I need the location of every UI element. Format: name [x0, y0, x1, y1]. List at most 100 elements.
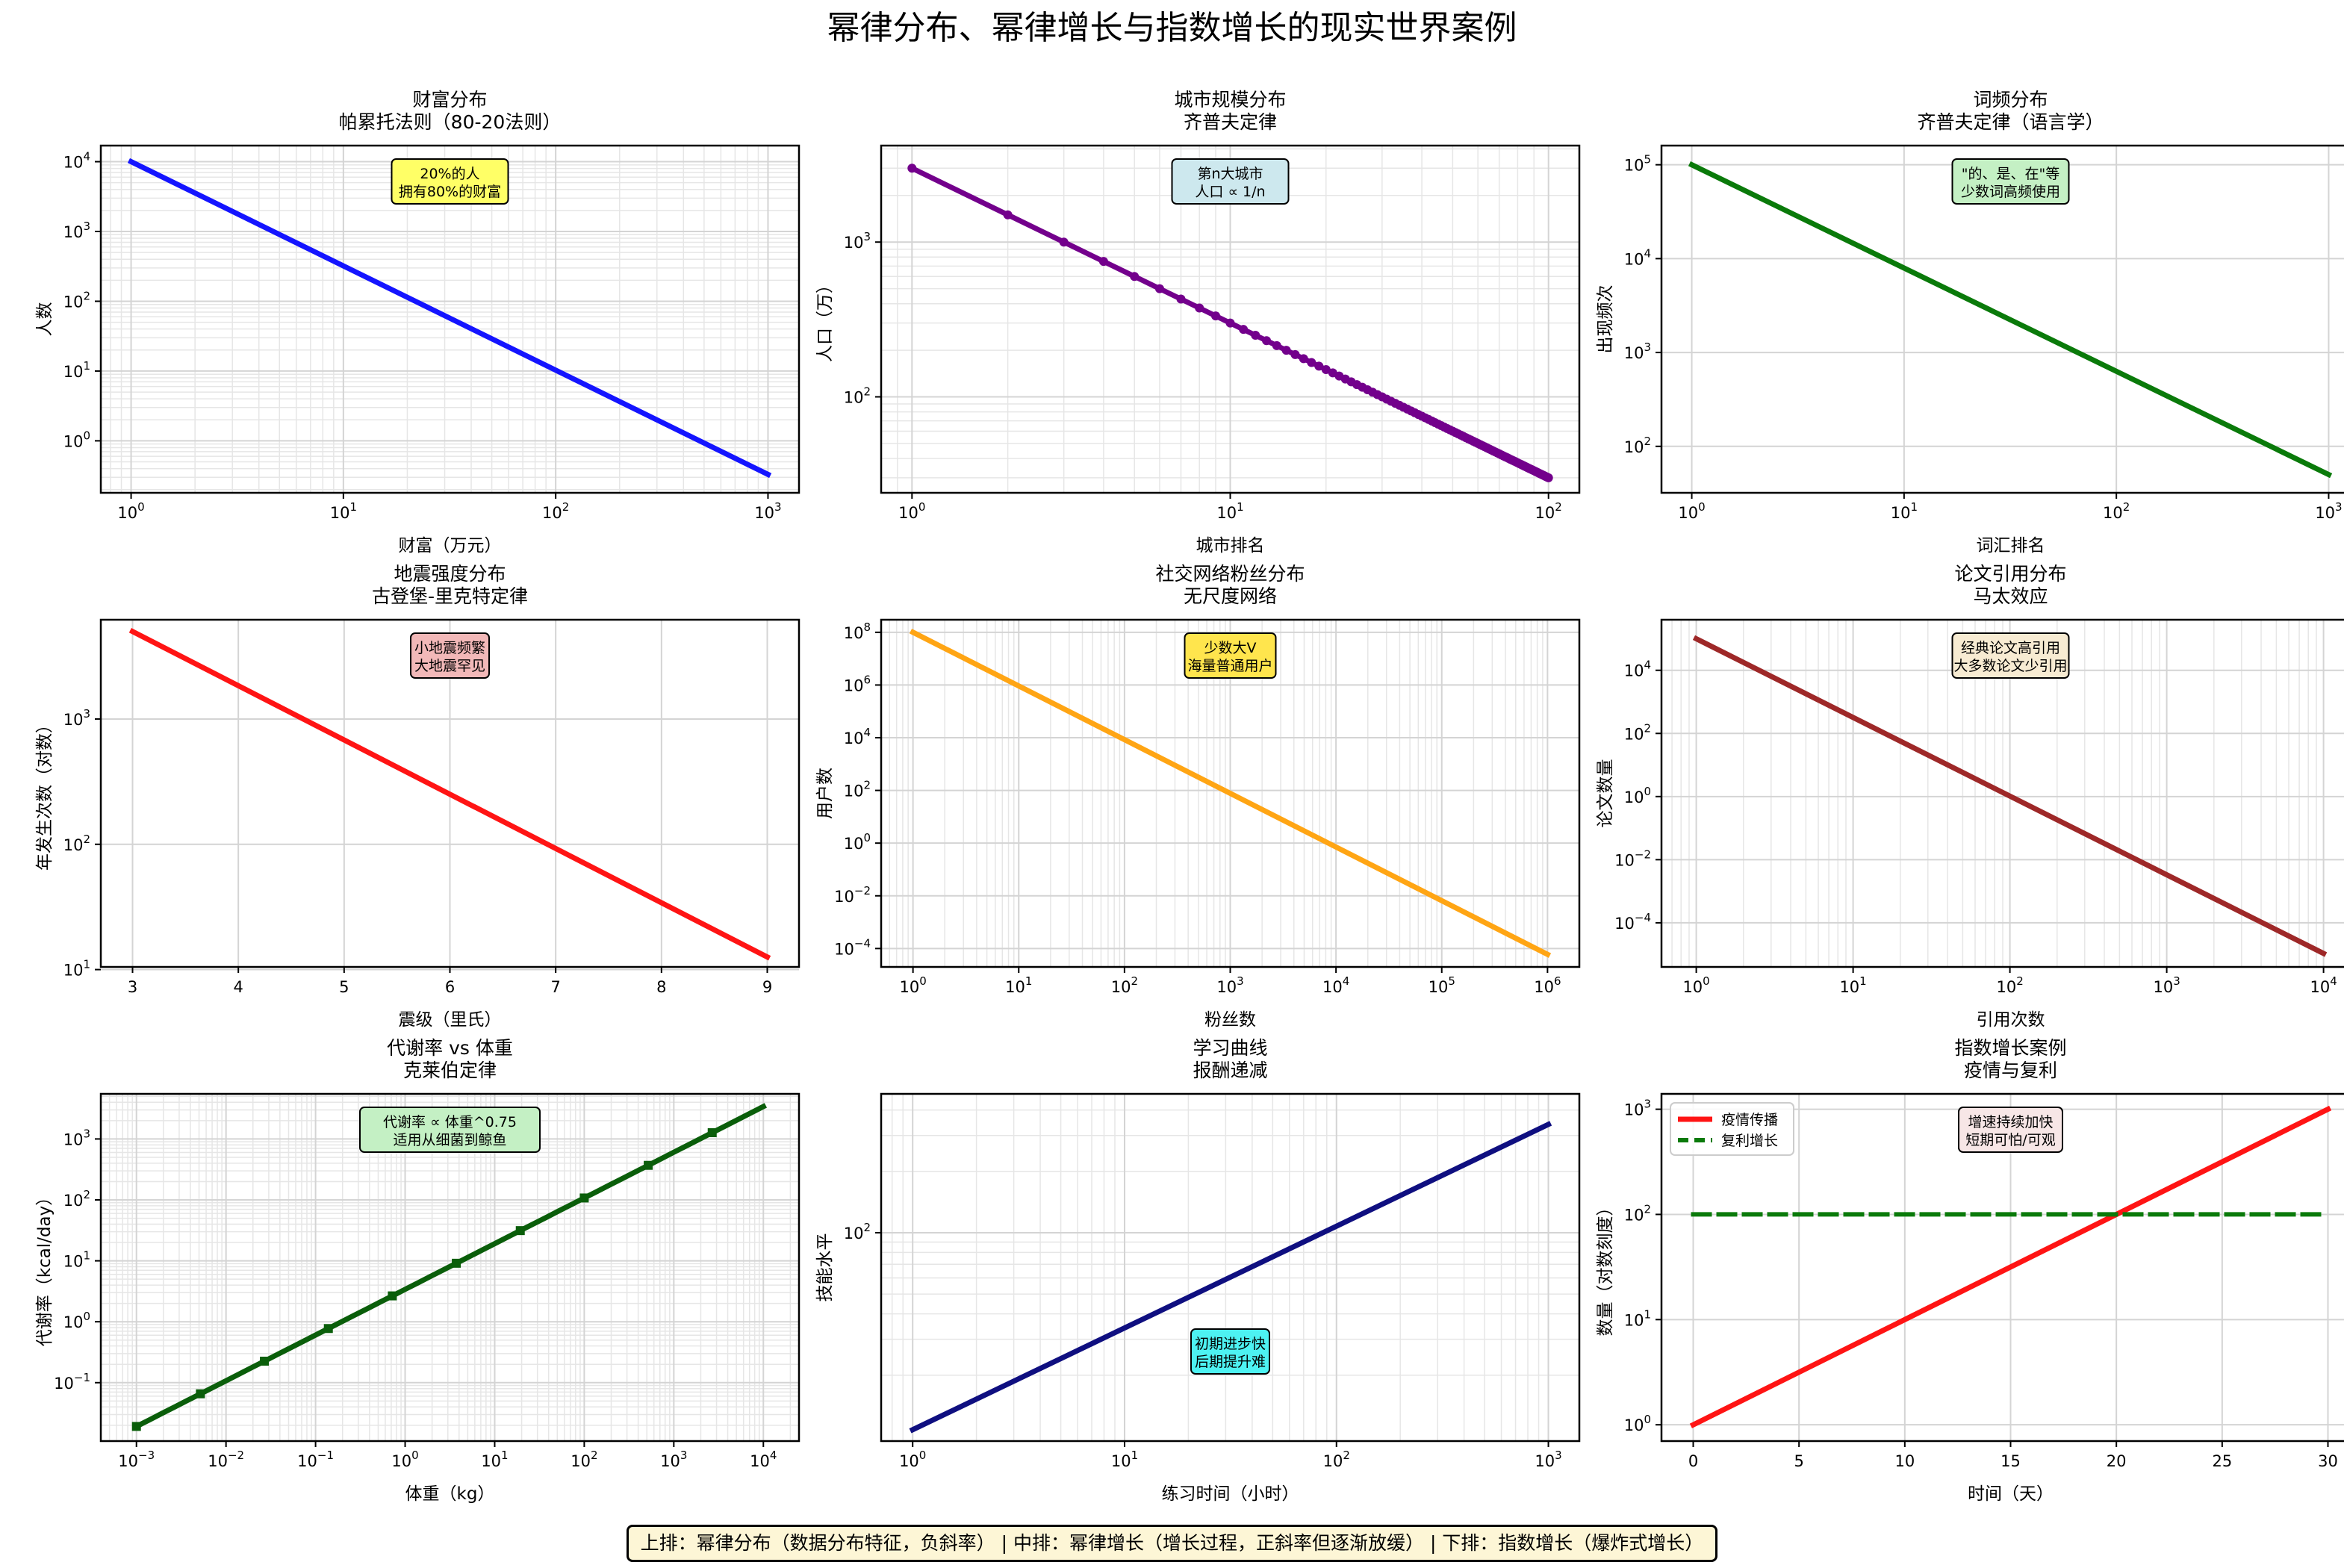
y-tick-label: 100	[63, 429, 90, 450]
chart-title-line: 帕累托法则（80-20法则）	[339, 111, 562, 133]
chart-title-line: 齐普夫定律（语言学）	[1917, 111, 2104, 133]
data-point	[1272, 340, 1281, 350]
chart-title-line: 疫情与复利	[1964, 1060, 2057, 1081]
annotation-box: 代谢率 ∝ 体重^0.75 适用从细菌到鲸鱼	[359, 1107, 541, 1153]
data-point	[1251, 331, 1260, 340]
chart-title-line: 词频分布	[1973, 89, 2048, 111]
y-tick-label: 104	[1624, 659, 1651, 680]
data-point	[1544, 473, 1553, 482]
plot-frame	[1660, 1092, 2344, 1443]
grid	[881, 620, 1579, 967]
annotation-text: 适用从细菌到鲸鱼	[393, 1132, 506, 1148]
series-group	[128, 627, 771, 961]
annotation-text: 初期进步快	[1195, 1336, 1266, 1352]
series-group	[909, 629, 1552, 958]
series-line-疫情传播	[1689, 1105, 2332, 1428]
x-tick-label: 104	[750, 1449, 777, 1470]
x-tick-label: 101	[1216, 500, 1243, 522]
x-tick-label: 102	[571, 1449, 597, 1470]
y-tick-label: 103	[844, 230, 871, 252]
x-tick-label: 101	[1005, 974, 1032, 996]
data-point	[907, 164, 917, 173]
quake-chart-panel: 地震强度分布 古登堡-里克特定律 3 4 5 6 7 8 9 101 102 103 震级（里氏） 年发生…	[30, 556, 806, 1064]
series-group	[1692, 635, 2328, 957]
figure-title: 幂律分布、幂律增长与指数增长的现实世界案例	[827, 9, 1517, 47]
x-tick-label: 15	[2001, 1452, 2021, 1470]
y-tick-label: 102	[844, 1221, 871, 1242]
x-tick-label: 5	[1794, 1452, 1803, 1470]
x-tick-label: 10−3	[118, 1449, 155, 1470]
data-point	[388, 1291, 397, 1301]
x-tick-label: 10−1	[297, 1449, 334, 1470]
plot-frame	[880, 618, 1581, 968]
x-tick-label: 101	[1891, 500, 1918, 522]
y-tick-label: 10−2	[1614, 847, 1651, 869]
data-point	[452, 1258, 461, 1268]
x-tick-label: 4	[233, 978, 243, 996]
x-tick-label: 25	[2212, 1452, 2232, 1470]
x-tick-label: 3	[128, 978, 137, 996]
x-tick-label: 104	[1322, 974, 1349, 996]
x-axis-label: 时间（天）	[1968, 1484, 2054, 1504]
x-tick-label: 10−2	[208, 1449, 244, 1470]
y-tick-label: 103	[1624, 1098, 1651, 1119]
x-tick-label: 103	[754, 500, 781, 522]
x-tick-label: 104	[2310, 974, 2337, 996]
series-line	[127, 158, 772, 479]
annotation-text: 第n大城市	[1197, 166, 1263, 182]
annotation-background	[1184, 632, 1277, 679]
annotation-text: 少数大V	[1204, 640, 1257, 656]
x-tick-label: 105	[1429, 974, 1455, 996]
data-point	[1239, 325, 1249, 335]
y-tick-label: 103	[63, 1127, 90, 1148]
x-tick-label: 100	[899, 974, 926, 996]
grid	[881, 146, 1579, 493]
y-axis-label: 年发生次数（对数）	[35, 716, 55, 871]
wealth-chart-panel: 财富分布 帕累托法则（80-20法则） 100 101 102 103 100 101 102 1…	[30, 82, 806, 590]
annotation-text: 少数词高频使用	[1961, 184, 2060, 200]
annotation-background	[1171, 158, 1290, 205]
data-point	[1321, 365, 1331, 375]
data-point	[1176, 294, 1186, 304]
annotation-text: 经典论文高引用	[1961, 640, 2060, 656]
annotation-box: 少数大V 海量普通用户	[1184, 632, 1277, 679]
chart-title-line: 城市规模分布	[1174, 89, 1286, 111]
annotation-background	[1190, 1328, 1270, 1375]
y-tick-label: 103	[63, 707, 90, 729]
data-point	[260, 1356, 270, 1366]
y-tick-label: 103	[63, 220, 90, 241]
data-point	[1307, 358, 1316, 367]
y-tick-label: 10−1	[54, 1371, 90, 1393]
x-axis-label: 词汇排名	[1977, 536, 2045, 556]
x-axis-label: 引用次数	[1977, 1010, 2045, 1030]
y-tick-label: 100	[1624, 1413, 1651, 1434]
plot-frame	[99, 1092, 800, 1443]
x-tick-label: 102	[1323, 1449, 1350, 1470]
chart-title-line: 马太效应	[1973, 585, 2048, 607]
annotation-background	[1951, 158, 2070, 205]
annotation-text: 小地震频繁	[414, 640, 485, 656]
chart-title-line: 学习曲线	[1193, 1037, 1267, 1059]
chart-title-line: 指数增长案例	[1954, 1037, 2066, 1059]
plot-frame	[1660, 144, 2344, 494]
y-tick-label: 102	[63, 833, 90, 854]
x-tick-label: 100	[898, 500, 925, 522]
y-tick-label: 104	[63, 150, 90, 172]
data-point	[1262, 336, 1272, 346]
annotation-text: 海量普通用户	[1187, 658, 1272, 674]
annotation-background	[391, 158, 509, 205]
annotation-text: 20%的人	[420, 166, 479, 182]
data-point	[323, 1324, 333, 1334]
data-point	[707, 1128, 717, 1138]
y-axis-label: 数量（对数刻度）	[1596, 1199, 1615, 1337]
grid	[101, 1094, 799, 1441]
data-point	[1299, 354, 1308, 364]
